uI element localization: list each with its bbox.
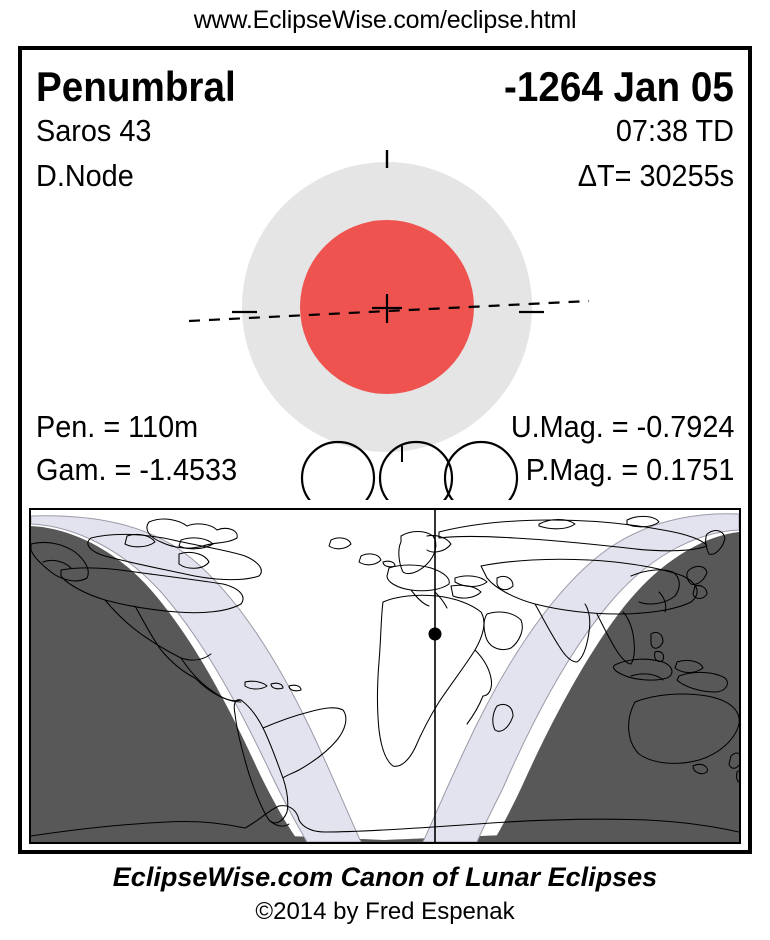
footer-credit: ©2014 by Fred Espenak (255, 898, 515, 925)
source-url: www.EclipseWise.com/eclipse.html (193, 6, 577, 34)
shadow-diagram (188, 150, 590, 500)
umbral-magnitude-label: U.Mag. = -0.7924 (510, 409, 734, 444)
world-visibility-map (29, 508, 741, 844)
continent-outlines (31, 515, 739, 837)
moon-path-line (188, 299, 590, 323)
moon-disc-1 (300, 440, 376, 500)
map-night-region-west (31, 526, 299, 842)
greatest-eclipse-point (428, 627, 442, 641)
gamma-label: Gam. = -1.4533 (36, 452, 238, 487)
map-penumbra-band-east (422, 513, 739, 842)
eclipse-panel: Penumbral -1264 Jan 05 Saros 43 07:38 TD… (18, 46, 752, 854)
map-night-region-east (493, 532, 739, 842)
penumbral-magnitude-label: P.Mag. = 0.1751 (525, 452, 734, 487)
moon-disc-3 (443, 440, 519, 500)
footer-title: EclipseWise.com Canon of Lunar Eclipses (112, 862, 658, 892)
map-penumbra-band-west (31, 515, 362, 842)
map-night-region-south (31, 828, 739, 842)
moon-disc-2 (378, 440, 454, 500)
penumbral-duration-label: Pen. = 110m (36, 409, 199, 444)
